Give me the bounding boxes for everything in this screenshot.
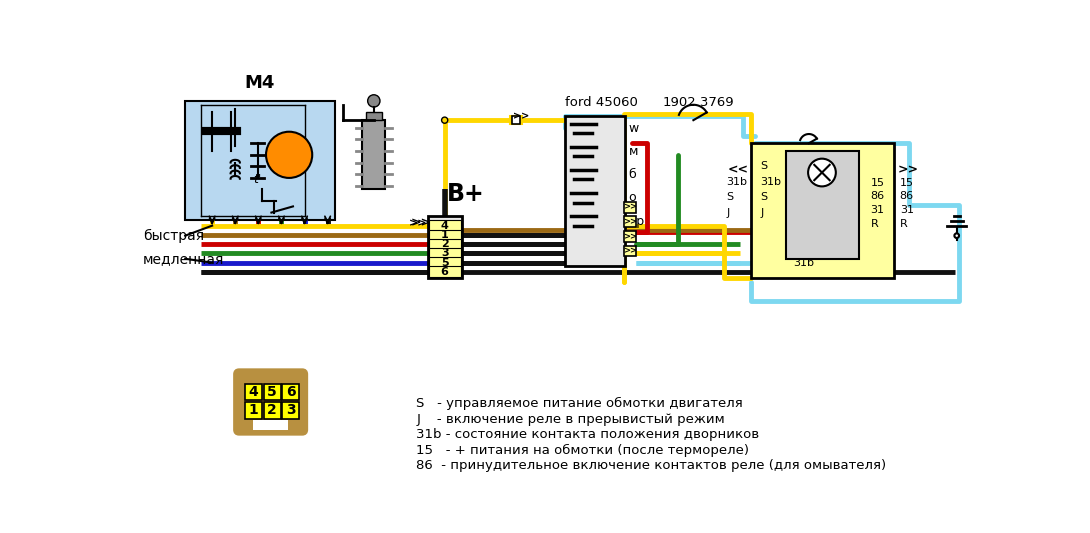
Text: S: S [761,161,767,172]
Circle shape [955,233,959,238]
Text: 6: 6 [440,267,449,277]
Text: J: J [727,207,729,217]
Bar [245,384,263,400]
Bar [245,402,263,419]
Text: 5: 5 [267,385,277,399]
Bar [625,231,637,242]
Text: >>: >> [623,232,638,241]
Text: 4: 4 [440,221,449,231]
Text: >>: >> [623,217,638,227]
Text: о: о [629,191,637,205]
Text: J: J [761,207,764,217]
Text: 31b: 31b [727,177,748,187]
Bar [565,116,625,266]
FancyBboxPatch shape [185,101,336,220]
Text: S: S [727,192,734,202]
Text: 1: 1 [440,230,449,240]
Bar [427,216,462,278]
Bar [429,239,461,249]
Bar [512,116,520,124]
Text: >>: >> [409,219,427,228]
Text: >>: >> [513,111,530,122]
Text: w: w [629,122,639,135]
Bar [625,216,637,227]
Text: 15: 15 [871,177,884,188]
Text: 15   - + питания на обмотки (после термореле): 15 - + питания на обмотки (после терморе… [416,443,749,457]
Text: 86: 86 [871,191,885,201]
Text: R: R [871,219,879,229]
Text: 2: 2 [267,403,277,417]
Text: пр: пр [629,215,645,228]
Text: <<: << [728,164,749,177]
Text: 31b: 31b [761,177,782,187]
Circle shape [441,117,448,123]
Text: медленная: медленная [143,252,225,266]
Bar [786,151,859,259]
Text: б: б [629,168,637,181]
Bar [429,257,461,268]
Text: 1: 1 [249,403,258,417]
Text: 31: 31 [899,205,913,215]
Text: м: м [629,145,639,158]
Text: 31b - состояние контакта положения дворников: 31b - состояние контакта положения дворн… [416,428,760,441]
Text: 86: 86 [899,191,913,201]
Bar [282,384,299,400]
Text: 6: 6 [286,385,295,399]
Bar [625,246,637,256]
Text: B+: B+ [447,182,484,206]
Text: M4: M4 [244,74,275,92]
Bar [264,402,280,419]
Circle shape [266,132,312,178]
Text: 31: 31 [871,205,884,215]
Bar [366,112,381,120]
Text: 5: 5 [440,257,448,268]
Text: S: S [761,192,767,202]
FancyBboxPatch shape [235,370,306,433]
Circle shape [808,159,836,187]
Bar [282,402,299,419]
Text: 15: 15 [899,177,913,188]
Bar [510,116,522,124]
Text: 4: 4 [249,385,258,399]
Text: t': t' [253,173,262,187]
Text: R: R [899,219,908,229]
FancyBboxPatch shape [751,143,894,278]
Text: 31b: 31b [794,257,814,268]
Circle shape [367,95,380,107]
Text: J    - включение реле в прерывистый режим: J - включение реле в прерывистый режим [416,413,725,426]
Bar [429,230,461,240]
Bar [429,220,461,231]
Text: >>: >> [897,164,919,177]
Text: ford 45060: ford 45060 [565,96,638,109]
Text: K2: K2 [789,152,813,171]
Bar [429,266,461,277]
Text: 3: 3 [286,403,295,417]
Text: 86  - принудительное включение контактов реле (для омывателя): 86 - принудительное включение контактов … [416,459,886,472]
Text: >>: >> [623,247,638,255]
Text: >>: >> [623,203,638,212]
Text: 1902.3769: 1902.3769 [663,96,735,109]
Text: S   - управляемое питание обмотки двигателя: S - управляемое питание обмотки двигател… [416,398,743,410]
Text: быстрая: быстрая [143,229,204,243]
Text: >>: >> [411,217,432,230]
Text: 2: 2 [440,239,449,249]
Bar [264,384,280,400]
Bar [429,248,461,259]
Bar [253,421,289,430]
Bar [362,120,386,189]
Bar [625,202,637,213]
Text: 3: 3 [440,248,448,259]
